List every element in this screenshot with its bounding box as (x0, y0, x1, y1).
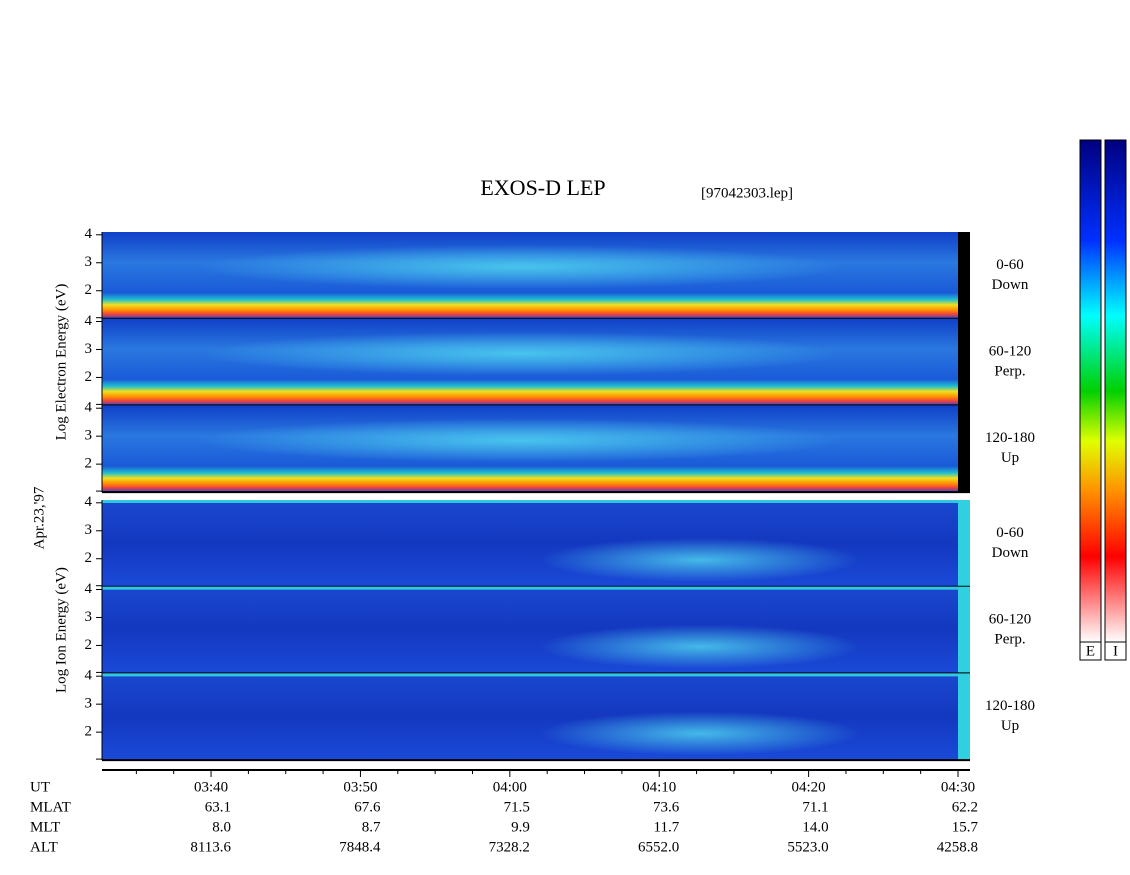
row-value: 6552.0 (638, 839, 679, 855)
y-tick-label: 4 (85, 668, 93, 684)
panel-label: 120-180 (985, 430, 1035, 446)
y-tick-label: 3 (85, 254, 93, 270)
row-value: 71.1 (802, 799, 828, 815)
x-axis-label: UT (30, 779, 50, 795)
spectrogram-feature (200, 418, 840, 463)
row-value: 15.7 (952, 819, 979, 835)
row-value: 8.0 (212, 819, 231, 835)
chart-title: EXOS-D LEP (480, 175, 605, 200)
panel-edge-strip (958, 500, 970, 587)
colorbar-label-box (1104, 641, 1127, 661)
row-value: 14.0 (802, 819, 828, 835)
spectrogram-panel (102, 500, 958, 587)
row-value: 9.9 (511, 819, 530, 835)
panel-edge-strip (958, 405, 970, 493)
y-tick-label: 3 (85, 428, 93, 444)
panel-label: Perp. (994, 363, 1025, 379)
x-tick-label: 03:50 (343, 779, 377, 795)
colorbar-label: I (1113, 643, 1118, 659)
plot-layer (102, 232, 970, 762)
panel-label: Up (1001, 450, 1019, 466)
x-tick-label: 04:30 (941, 779, 975, 795)
panel-label: 60-120 (989, 343, 1032, 359)
y-tick-label: 4 (85, 581, 93, 597)
y-tick-label: 3 (85, 522, 93, 538)
y-tick-label: 4 (85, 226, 93, 242)
row-value: 8113.6 (190, 839, 231, 855)
x-tick-label: 04:20 (792, 779, 826, 795)
chart-subtitle: [97042303.lep] (701, 185, 793, 201)
y-tick-label: 3 (85, 696, 93, 712)
y-tick-label: 4 (85, 313, 93, 329)
row-value: 5523.0 (787, 839, 828, 855)
row-label: ALT (30, 839, 58, 855)
panel-label: Up (1001, 718, 1019, 734)
y-axis-label: Log Electron Energy (eV) (53, 284, 69, 441)
x-tick-label: 04:10 (642, 779, 676, 795)
colorbar-label-box (1079, 641, 1102, 661)
y-axis-label: Log Ion Energy (eV) (53, 567, 69, 693)
row-label: MLAT (30, 799, 71, 815)
colorbar-label: E (1086, 643, 1095, 659)
y-tick-label: 2 (85, 637, 93, 653)
colorbar (1104, 139, 1127, 643)
panel-edge-strip (958, 318, 970, 406)
spectrogram-edge (102, 673, 958, 677)
spectrogram-edge (102, 500, 958, 503)
panel-label: 0-60 (996, 525, 1024, 541)
panel-edge-strip (958, 673, 970, 761)
spectrogram-feature (200, 331, 840, 376)
panel-label: Down (992, 277, 1029, 293)
spectrogram-feature (540, 538, 860, 582)
panel-label: 120-180 (985, 698, 1035, 714)
y-tick-label: 3 (85, 609, 93, 625)
row-value: 62.2 (952, 799, 978, 815)
spectrogram-feature (540, 624, 860, 669)
panel-edge-strip (958, 232, 970, 319)
panel-label: 60-120 (989, 611, 1032, 627)
row-value: 73.6 (653, 799, 680, 815)
spectrogram-edge (102, 586, 958, 590)
panel-label: Perp. (994, 631, 1025, 647)
x-tick-label: 04:00 (493, 779, 527, 795)
panel-edge-strip (958, 586, 970, 674)
y-tick-label: 4 (85, 494, 93, 510)
row-label: MLT (30, 819, 60, 835)
panel-label: Down (992, 545, 1029, 561)
row-value: 11.7 (654, 819, 680, 835)
row-value: 4258.8 (937, 839, 978, 855)
spectrogram-panel (102, 586, 958, 674)
colorbar (1079, 139, 1102, 643)
y-tick-label: 2 (85, 550, 93, 566)
row-value: 71.5 (504, 799, 530, 815)
panel-label: 0-60 (996, 257, 1024, 273)
y-tick-label: 2 (85, 724, 93, 740)
row-value: 63.1 (205, 799, 231, 815)
spectrogram-feature (540, 711, 860, 756)
y-tick-label: 2 (85, 369, 93, 385)
row-value: 8.7 (362, 819, 381, 835)
x-tick-label: 03:40 (194, 779, 228, 795)
y-tick-label: 4 (85, 400, 93, 416)
y-tick-label: 3 (85, 341, 93, 357)
date-label: Apr.23,'97 (31, 486, 47, 549)
row-value: 7848.4 (339, 839, 381, 855)
spectrogram-panel (102, 673, 958, 761)
spectrogram-feature (200, 245, 840, 289)
row-value: 67.6 (354, 799, 381, 815)
row-value: 7328.2 (489, 839, 530, 855)
y-tick-label: 2 (85, 456, 93, 472)
y-tick-label: 2 (85, 282, 93, 298)
